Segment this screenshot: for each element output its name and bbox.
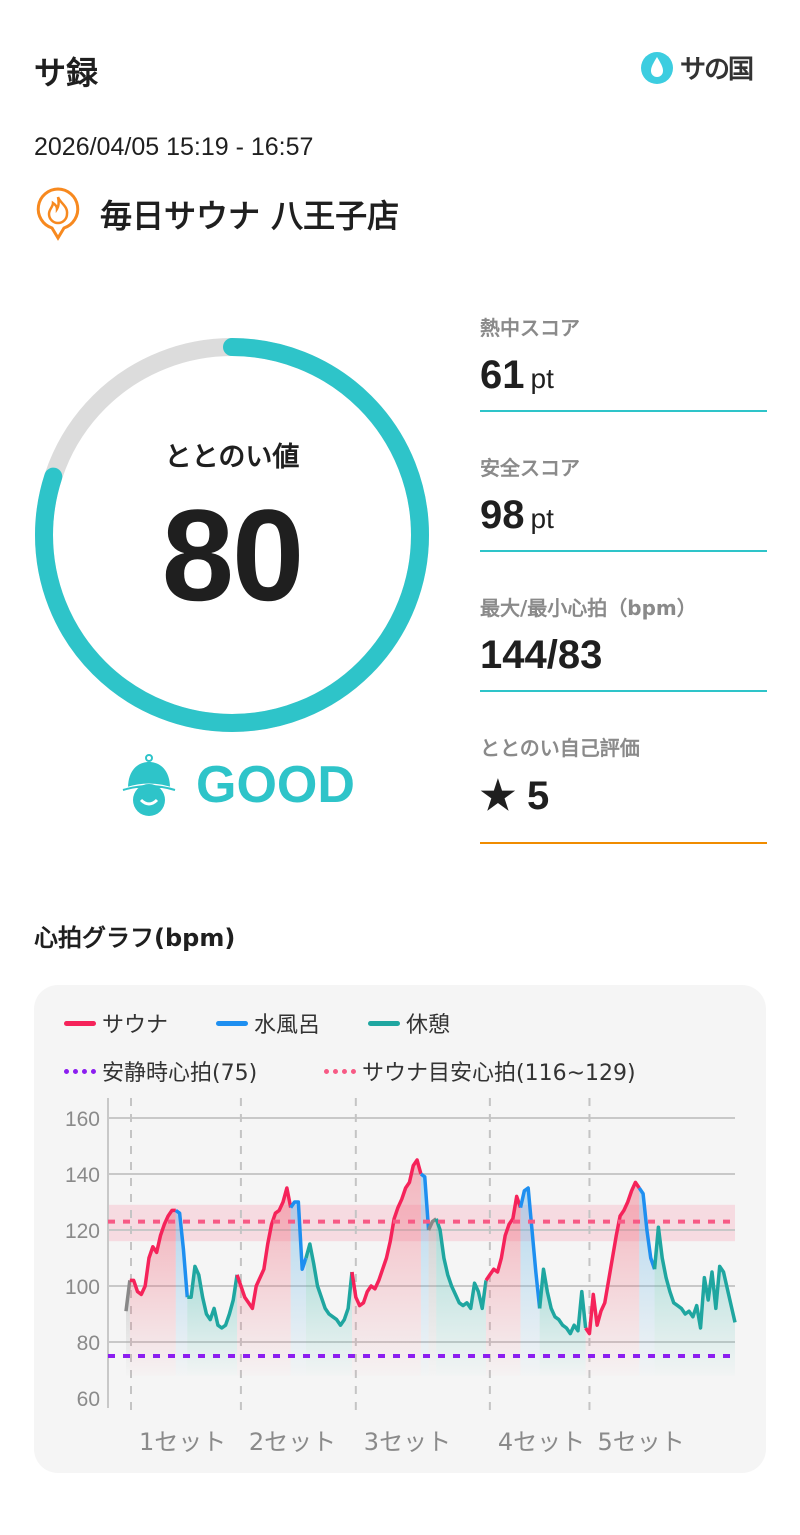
stat-value: ★ 5 [480, 774, 550, 818]
legend-label: 安静時心拍(75) [102, 1061, 258, 1086]
line-water [289, 1200, 308, 1271]
logo-text: サの国 [680, 54, 754, 85]
divider [480, 550, 767, 552]
line-water [518, 1186, 542, 1309]
divider [480, 842, 767, 844]
line-rest [304, 1242, 354, 1327]
set-label: 4セット [498, 1428, 585, 1456]
line-sauna [235, 1186, 293, 1311]
line-sauna [350, 1158, 423, 1308]
y-tick-label: 80 [77, 1332, 100, 1355]
line-rest [652, 1225, 737, 1330]
stat-value: 144/83 [480, 633, 603, 677]
area-sauna [585, 1182, 640, 1376]
y-tick-label: 100 [65, 1276, 100, 1299]
legend-water: 水風呂 [216, 1007, 320, 1039]
divider [480, 410, 767, 412]
stat-unit: pt [530, 503, 554, 534]
facility-name: 毎日サウナ 八王子店 [100, 197, 400, 235]
heart-rate-chart: 60 80 100 120 140 160 1セット 2セット 3セット 4セット 5セット [65, 1098, 737, 1456]
stat-heart-rate: 最大/最小心拍（bpm） 144/83 [480, 592, 767, 692]
legend-rest: 休憩 [368, 1007, 450, 1039]
app-logo: サの国 [640, 48, 754, 86]
set-label: 5セット [597, 1428, 684, 1456]
line-sauna [129, 1208, 176, 1297]
session-datetime: 2026/04/05 15:19 - 16:57 [34, 133, 314, 161]
line-water [419, 1172, 431, 1231]
y-tick-label: 60 [77, 1388, 100, 1411]
area-sauna [129, 1210, 176, 1376]
area-water [639, 1188, 655, 1376]
line-sauna [484, 1194, 523, 1282]
y-tick-label: 140 [65, 1164, 100, 1187]
water-drop-icon [641, 52, 673, 84]
totonoi-value: 80 [161, 482, 305, 628]
sauna-hat-face-icon [122, 754, 176, 816]
y-tick-label: 120 [65, 1220, 100, 1243]
stat-label: 安全スコア [480, 456, 580, 480]
stat-label: ととのい自己評価 [480, 736, 640, 760]
legend-label: サウナ [102, 1013, 169, 1038]
legend-sauna: サウナ [64, 1007, 168, 1039]
line-other [124, 1280, 132, 1312]
legend-label: 水風呂 [254, 1013, 321, 1038]
area-rest [654, 1227, 735, 1376]
area-rest [539, 1269, 586, 1376]
area-other [428, 1218, 437, 1376]
stat-unit: pt [530, 363, 554, 394]
area-sauna [237, 1188, 291, 1376]
area-sauna [351, 1160, 421, 1376]
rating: GOOD [120, 752, 355, 818]
line-sauna [584, 1180, 641, 1336]
legend-resting-hr: 安静時心拍(75) [64, 1055, 257, 1087]
gauge-progress [35, 338, 429, 732]
set-label: 3セット [364, 1428, 451, 1456]
set-label: 1セット [139, 1428, 226, 1456]
area-rest [187, 1266, 238, 1376]
area-water [175, 1210, 188, 1376]
heart-rate-chart-card: サウナ 水風呂 休憩 安静時心拍(75) サウナ目安心拍(116~129) 60… [34, 985, 766, 1473]
stat-safety-score: 安全スコア 98 pt [480, 452, 767, 552]
stat-heat-score: 熱中スコア 61 pt [480, 312, 767, 412]
stat-label: 熱中スコア [480, 316, 580, 340]
line-rest [187, 1264, 239, 1330]
legend-target-hr: サウナ目安心拍(116~129) [324, 1055, 636, 1087]
area-water [290, 1202, 307, 1376]
area-rest [436, 1218, 487, 1376]
legend-label: 休憩 [406, 1013, 451, 1038]
totonoi-gauge [35, 338, 429, 732]
divider [480, 690, 767, 692]
stat-label: 最大/最小心拍（bpm） [480, 596, 697, 620]
legend-label: サウナ目安心拍(116~129) [362, 1061, 636, 1086]
rating-text: GOOD [196, 756, 355, 814]
chart-title: 心拍グラフ(bpm) [34, 924, 236, 952]
flame-pin-icon [36, 187, 80, 241]
stat-value: 61 [480, 353, 525, 397]
page-title: サ録 [34, 54, 99, 92]
line-rest [434, 1218, 488, 1311]
totonoi-label: ととのい値 [164, 442, 300, 473]
line-water [174, 1208, 190, 1298]
area-water [520, 1188, 540, 1376]
line-water [637, 1187, 657, 1270]
area-sauna [486, 1196, 521, 1376]
set-label: 2セット [249, 1428, 336, 1456]
stat-value: 98 [480, 493, 525, 537]
facility[interactable]: 毎日サウナ 八王子店 [34, 186, 399, 242]
line-rest [537, 1267, 588, 1336]
y-tick-label: 160 [65, 1108, 100, 1131]
area-rest [306, 1244, 352, 1376]
stat-self-rating: ととのい自己評価 ★ 5 [480, 732, 767, 844]
